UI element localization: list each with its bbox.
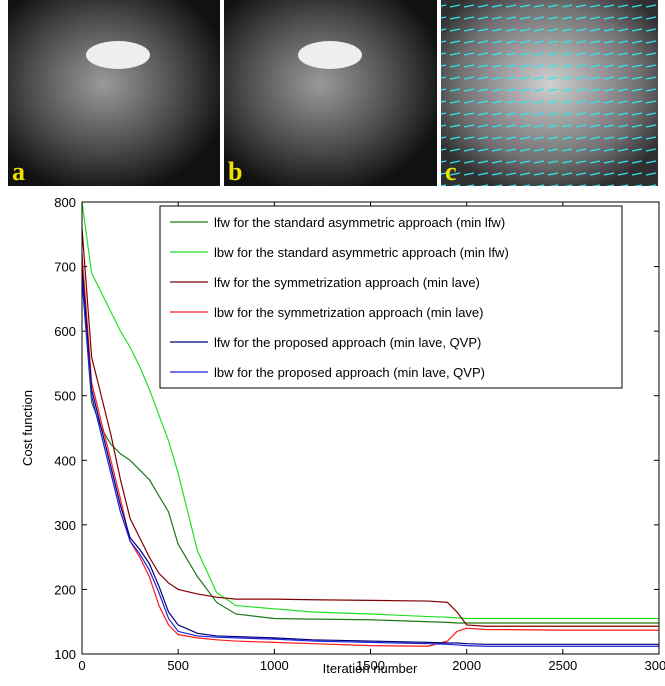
image-panel: c xyxy=(441,0,658,186)
y-tick-label: 200 xyxy=(54,582,76,597)
x-tick-label: 500 xyxy=(167,658,189,673)
y-tick-label: 800 xyxy=(54,195,76,210)
x-tick-label: 2500 xyxy=(548,658,577,673)
legend-box xyxy=(160,206,622,388)
legend-label: lfw for the proposed approach (min lave,… xyxy=(214,335,481,350)
panel-label: a xyxy=(12,157,25,186)
image-panel: b xyxy=(224,0,437,186)
y-tick-label: 300 xyxy=(54,518,76,533)
legend-label: lfw for the symmetrization approach (min… xyxy=(214,275,480,290)
panel-label: b xyxy=(228,157,242,186)
x-tick-label: 2000 xyxy=(452,658,481,673)
legend-label: lfw for the standard asymmetric approach… xyxy=(214,215,505,230)
x-tick-label: 1500 xyxy=(356,658,385,673)
figure: a b c Iteration number Cost function 050… xyxy=(0,0,665,681)
y-tick-label: 700 xyxy=(54,260,76,275)
y-tick-label: 100 xyxy=(54,647,76,662)
legend-label: lbw for the proposed approach (min lave,… xyxy=(214,365,485,380)
y-tick-label: 400 xyxy=(54,453,76,468)
x-tick-label: 1000 xyxy=(260,658,289,673)
legend-label: lbw for the standard asymmetric approach… xyxy=(214,245,509,260)
legend-label: lbw for the symmetrization approach (min… xyxy=(214,305,484,320)
panel-label: c xyxy=(445,157,457,186)
image-panel: a xyxy=(8,0,220,186)
x-tick-label: 0 xyxy=(78,658,85,673)
y-axis-label: Cost function xyxy=(20,390,35,466)
y-tick-label: 600 xyxy=(54,324,76,339)
y-tick-label: 500 xyxy=(54,389,76,404)
x-tick-label: 3000 xyxy=(645,658,665,673)
